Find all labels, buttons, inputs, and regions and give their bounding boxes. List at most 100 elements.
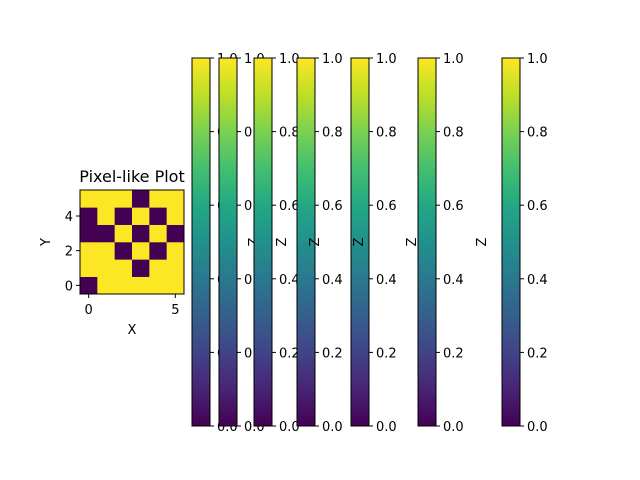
colorbar-gradient [351, 58, 369, 426]
colorbars: 0.00.20.40.60.81.00.00.20.40.60.81.0Z0.0… [191, 52, 548, 435]
colorbar: 0.0 0.2 0.4 0.6 0.8 1.0 Z [350, 52, 397, 435]
heatmap-cell [132, 276, 150, 295]
colorbar: 0.0 0.2 0.4 0.6 0.8 1.0 Z [296, 52, 343, 435]
colorbar-tick-label: 0.6 [322, 199, 343, 214]
colorbar-gradient [219, 58, 237, 426]
heatmap-cell [132, 259, 150, 277]
heatmap-cell [114, 242, 133, 260]
colorbar-tick-label: 0.2 [376, 346, 397, 361]
colorbar-tick-label: 0.2 [279, 346, 300, 361]
colorbar-tick-label: 0.8 [443, 126, 464, 141]
colorbar-frame [350, 57, 370, 427]
colorbar-tick-label: 0.6 [279, 199, 300, 214]
heatmap-cell [166, 190, 185, 208]
heatmap-cell [114, 259, 133, 277]
colorbar-tick-label: 0.0 [279, 420, 300, 435]
x-tick-label: 5 [171, 303, 179, 318]
heatmap-cell [166, 242, 185, 260]
colorbar-label: Z [475, 237, 490, 246]
colorbar-label: Z [352, 237, 367, 246]
colorbar-tick-label: 1.0 [443, 52, 464, 67]
y-tick-label: 2 [65, 245, 73, 260]
heatmap-cell [80, 224, 98, 243]
heatmap-cell [80, 259, 98, 277]
colorbar-gradient [297, 58, 315, 426]
heatmap-cell [132, 242, 150, 260]
heatmap-cell [80, 207, 98, 225]
heatmap-cell [97, 242, 115, 260]
heatmap-cell [149, 276, 167, 295]
colorbar-frame [218, 57, 238, 427]
colorbar-tick-label: 0.0 [527, 420, 548, 435]
colorbar-tick-label: 0.0 [376, 420, 397, 435]
heatmap-cell [149, 242, 167, 260]
colorbar-frame [417, 57, 437, 427]
heatmap-cell [97, 190, 115, 208]
colorbar-gradient [418, 58, 436, 426]
colorbar-label: Z [275, 237, 290, 246]
heatmap-cell [97, 276, 115, 295]
colorbar-gradient [502, 58, 520, 426]
colorbar-tick-label: 0.4 [279, 273, 300, 288]
colorbar-gradient [192, 58, 210, 426]
chart-title: Pixel-like Plot [79, 167, 184, 186]
colorbar-frame [501, 57, 521, 427]
colorbar-tick-label: 0.6 [527, 199, 548, 214]
heatmap-frame [79, 189, 185, 295]
colorbar: 0.0 0.2 0.4 0.6 0.8 1.0 Z [405, 52, 464, 435]
heatmap-cell [166, 276, 185, 295]
heatmap-cell [166, 224, 185, 243]
colorbar-tick-label: 1.0 [376, 52, 397, 67]
heatmap-cell [114, 190, 133, 208]
colorbar-gradient [254, 58, 272, 426]
colorbar-frame [191, 57, 211, 427]
colorbar-tick-label: 0.0 [443, 420, 464, 435]
heatmap-cell [97, 224, 115, 243]
colorbar-tick-label: 0.4 [376, 273, 397, 288]
colorbar-tick-label: 0.8 [322, 126, 343, 141]
colorbar-frame [253, 57, 273, 427]
colorbar: 0.0 0.2 0.4 0.6 0.8 1.0 Z [475, 52, 548, 435]
heatmap-cell [80, 276, 98, 295]
colorbar-tick-label: 0.6 [376, 199, 397, 214]
heatmap-cell [132, 190, 150, 208]
heatmap-cell [149, 190, 167, 208]
heatmap-cell [132, 224, 150, 243]
heatmap-cell [166, 259, 185, 277]
colorbar-tick-label: 0.4 [527, 273, 548, 288]
heatmap-cell [132, 207, 150, 225]
colorbar-tick-label: 0.8 [376, 126, 397, 141]
heatmap-cell [97, 207, 115, 225]
y-tick-label: 4 [65, 210, 73, 225]
x-tick-label: 0 [85, 303, 93, 318]
colorbar-tick-label: 1.0 [527, 52, 548, 67]
colorbar-tick-label: 0.6 [443, 199, 464, 214]
colorbar-tick-label: 1.0 [322, 52, 343, 67]
heatmap-cell [149, 207, 167, 225]
colorbar-tick-label: 0.0 [322, 420, 343, 435]
colorbar-label: Z [308, 237, 323, 246]
heatmap-cell [80, 190, 98, 208]
y-axis-label: Y [39, 238, 54, 247]
heatmap-cell [97, 259, 115, 277]
colorbar-tick-label: 1.0 [279, 52, 300, 67]
colorbar-tick-label: 0.4 [322, 273, 343, 288]
heatmap-cell [149, 224, 167, 243]
heatmap-cell [114, 224, 133, 243]
heatmap-cell [114, 207, 133, 225]
colorbar-tick-label: 0.8 [279, 126, 300, 141]
colorbar-tick-label: 0.4 [443, 273, 464, 288]
heatmap-panel: Pixel-like Plot 0 5 0 2 4 X Y [39, 167, 185, 338]
colorbar-tick-label: 0.2 [527, 346, 548, 361]
heatmap-cell [80, 242, 98, 260]
colorbar-tick-label: 0.2 [322, 346, 343, 361]
colorbar-frame [296, 57, 316, 427]
colorbar: 0.0 0.2 0.4 0.6 0.8 1.0 Z [253, 52, 300, 435]
x-axis-label: X [128, 323, 137, 338]
colorbar-label: Z [405, 237, 420, 246]
heatmap-cell [114, 276, 133, 295]
heatmap-cell [166, 207, 185, 225]
y-tick-label: 0 [65, 279, 73, 294]
colorbar-tick-label: 0.8 [527, 126, 548, 141]
